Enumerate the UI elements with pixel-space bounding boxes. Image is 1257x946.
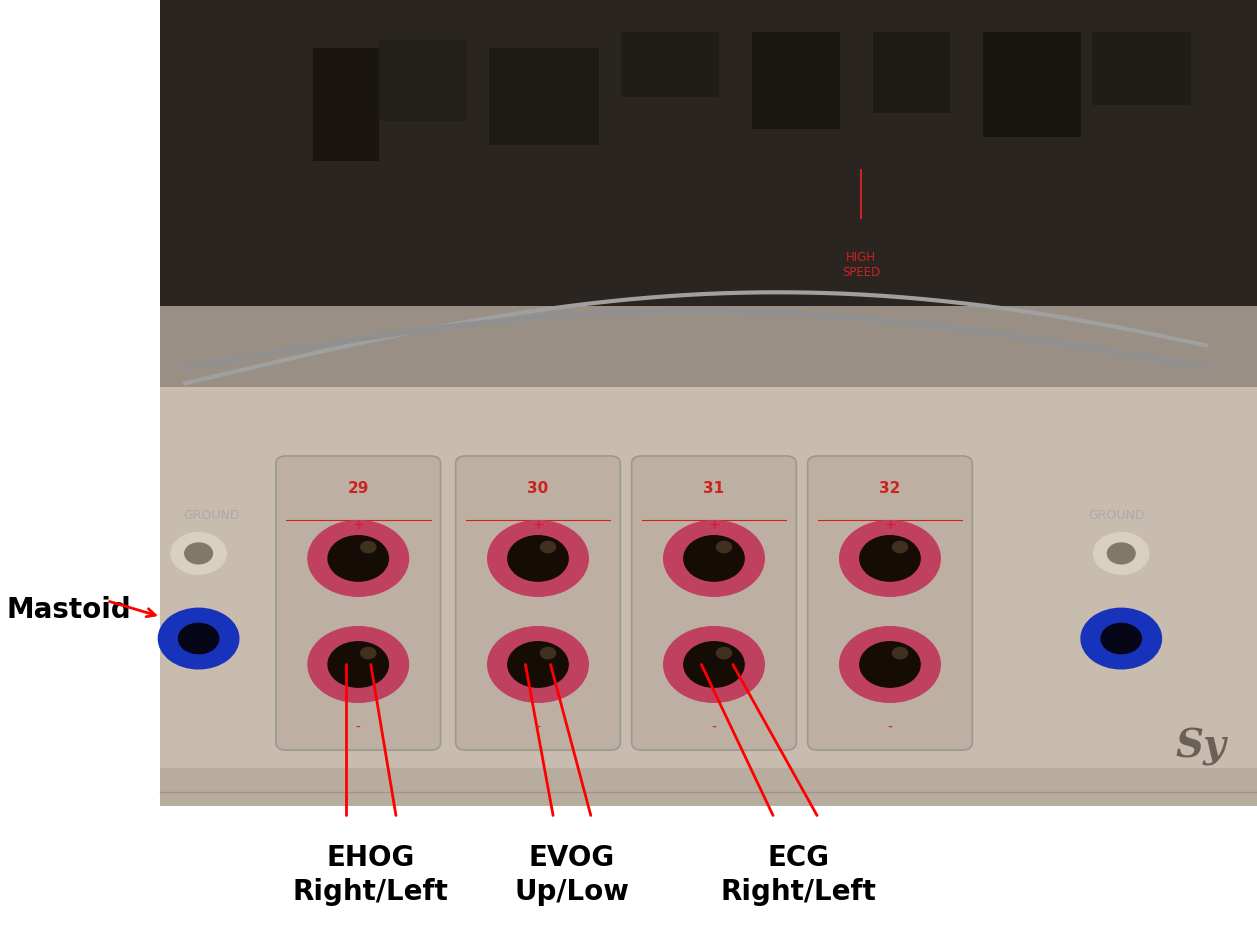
Circle shape <box>171 533 226 574</box>
FancyBboxPatch shape <box>631 456 797 750</box>
Text: +: + <box>532 518 544 533</box>
Circle shape <box>178 623 219 654</box>
FancyBboxPatch shape <box>160 307 1257 387</box>
Circle shape <box>328 641 388 687</box>
FancyBboxPatch shape <box>160 387 1257 806</box>
Circle shape <box>860 641 920 687</box>
Circle shape <box>308 626 409 702</box>
Circle shape <box>1107 543 1135 564</box>
FancyBboxPatch shape <box>489 48 598 145</box>
Text: +: + <box>352 518 365 533</box>
Text: HIGH
SPEED: HIGH SPEED <box>842 251 880 279</box>
Circle shape <box>158 608 239 669</box>
Circle shape <box>1094 533 1149 574</box>
Text: REF: REF <box>1110 627 1133 640</box>
FancyBboxPatch shape <box>380 41 466 121</box>
Circle shape <box>508 535 568 581</box>
Circle shape <box>361 647 376 658</box>
FancyBboxPatch shape <box>313 48 380 161</box>
Circle shape <box>684 535 744 581</box>
Text: -: - <box>711 721 716 735</box>
Text: -: - <box>356 721 361 735</box>
Text: +: + <box>884 518 896 533</box>
Text: 32: 32 <box>879 481 901 496</box>
Circle shape <box>185 543 212 564</box>
Circle shape <box>488 626 588 702</box>
Circle shape <box>716 647 732 658</box>
FancyBboxPatch shape <box>807 456 973 750</box>
Text: 30: 30 <box>528 481 548 496</box>
Circle shape <box>541 647 556 658</box>
FancyBboxPatch shape <box>752 32 840 129</box>
Circle shape <box>488 520 588 596</box>
Text: REF: REF <box>187 627 210 640</box>
Circle shape <box>684 641 744 687</box>
FancyBboxPatch shape <box>104 633 152 669</box>
Text: EHOG
Right/Left: EHOG Right/Left <box>293 844 449 906</box>
Circle shape <box>1101 623 1141 654</box>
Text: Mastoid: Mastoid <box>6 596 131 624</box>
Circle shape <box>308 520 409 596</box>
FancyBboxPatch shape <box>160 0 1257 307</box>
Text: GROUND: GROUND <box>1089 509 1144 522</box>
Circle shape <box>328 535 388 581</box>
Text: 31: 31 <box>704 481 724 496</box>
FancyBboxPatch shape <box>277 456 440 750</box>
Circle shape <box>840 520 940 596</box>
FancyBboxPatch shape <box>160 768 1257 806</box>
Circle shape <box>860 535 920 581</box>
Text: -: - <box>887 721 892 735</box>
Circle shape <box>892 541 908 552</box>
FancyBboxPatch shape <box>1092 32 1192 105</box>
Circle shape <box>361 541 376 552</box>
Text: +: + <box>708 518 720 533</box>
FancyBboxPatch shape <box>621 32 719 96</box>
Circle shape <box>892 647 908 658</box>
Text: ECG
Right/Left: ECG Right/Left <box>720 844 876 906</box>
Circle shape <box>716 541 732 552</box>
FancyBboxPatch shape <box>455 456 621 750</box>
Circle shape <box>840 626 940 702</box>
Text: 29: 29 <box>347 481 370 496</box>
Text: EVOG
Up/Low: EVOG Up/Low <box>514 844 630 906</box>
Text: GROUND: GROUND <box>184 509 239 522</box>
Circle shape <box>664 520 764 596</box>
Text: Sy: Sy <box>1175 728 1226 766</box>
Circle shape <box>541 541 556 552</box>
Circle shape <box>1081 608 1161 669</box>
FancyBboxPatch shape <box>872 32 950 113</box>
Text: -: - <box>535 721 541 735</box>
FancyBboxPatch shape <box>983 32 1081 137</box>
Circle shape <box>508 641 568 687</box>
Circle shape <box>664 626 764 702</box>
